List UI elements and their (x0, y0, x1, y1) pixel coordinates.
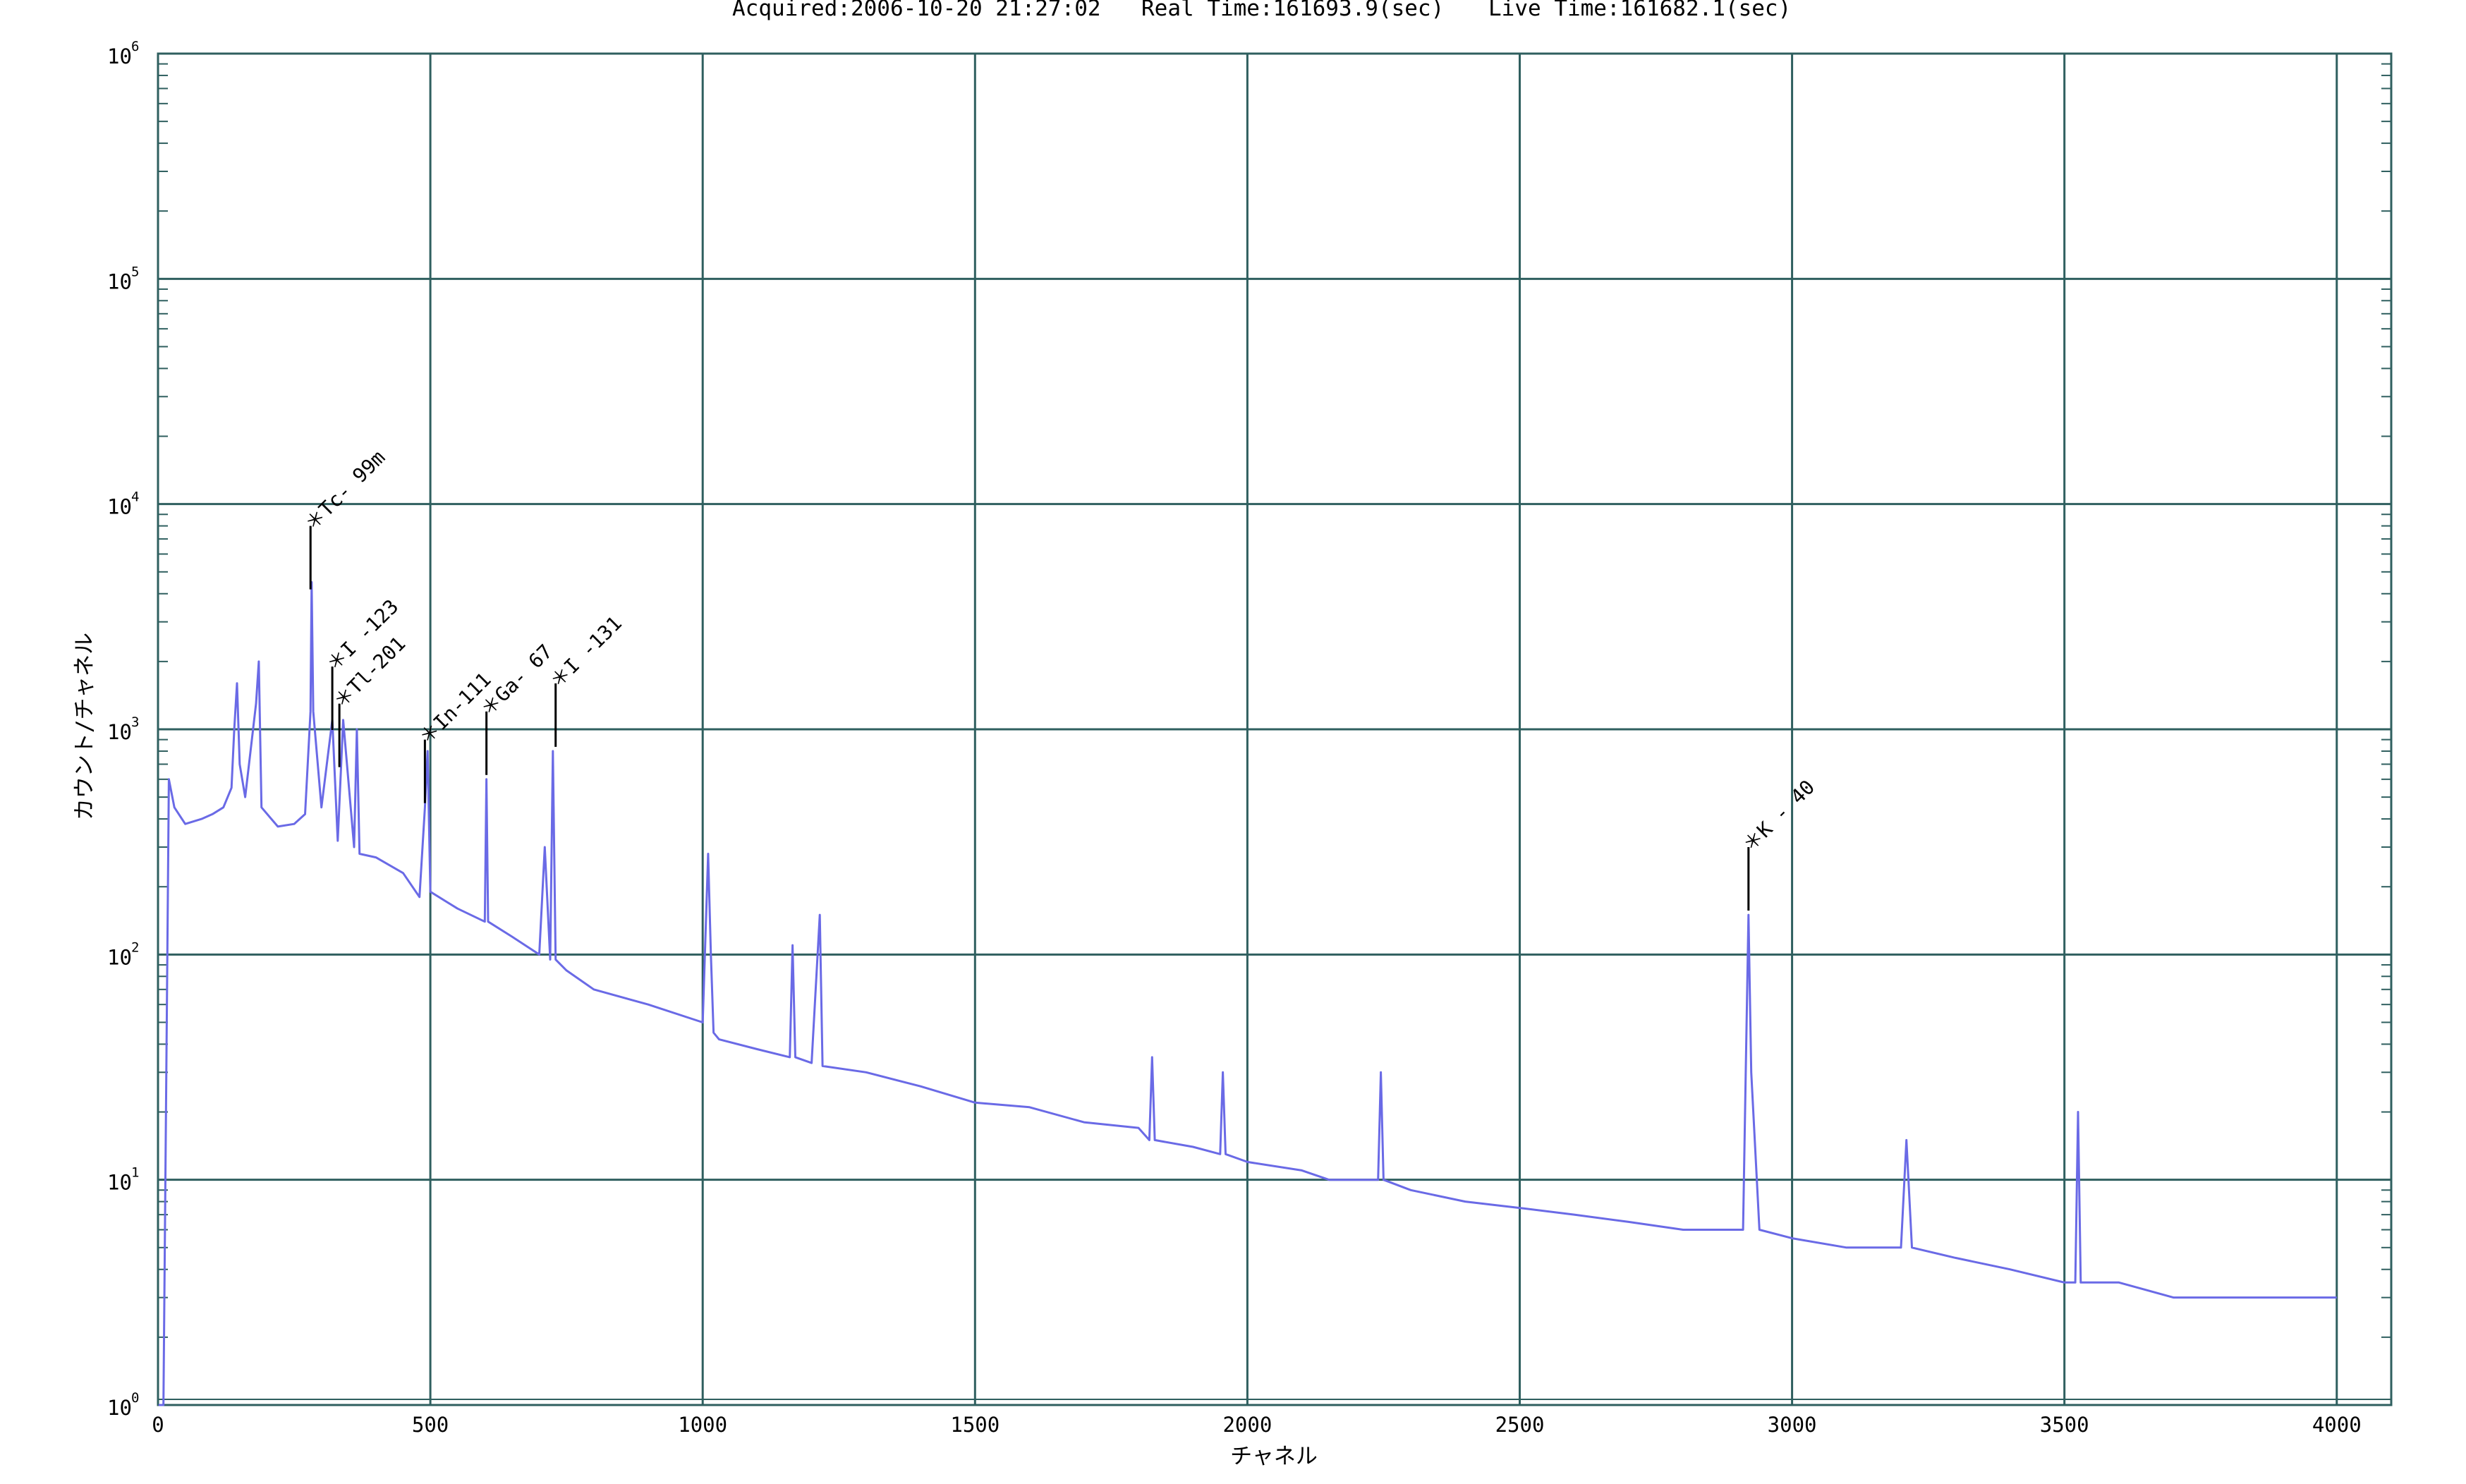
grid (157, 52, 2393, 1406)
live-time-text: Live Time:161682.1(sec) (1488, 0, 1791, 21)
x-tick-label: 2500 (1495, 1413, 1545, 1437)
tick-marks (158, 63, 2391, 1338)
y-tick-label: 10 (107, 44, 132, 68)
x-tick-label: 4000 (2312, 1413, 2362, 1437)
spectrum-line (158, 580, 2337, 1406)
y-tick-exponent: 2 (131, 939, 139, 955)
y-tick-label: 10 (107, 269, 132, 293)
x-tick-label: 3500 (2040, 1413, 2089, 1437)
x-axis-title: チャネル (1230, 1444, 1318, 1469)
x-tick-label: 500 (412, 1413, 449, 1437)
x-tick-label: 3000 (1768, 1413, 1817, 1437)
y-tick-exponent: 1 (131, 1165, 139, 1181)
x-tick-label: 1500 (950, 1413, 1000, 1437)
y-axis-title: カウント/チャネル (72, 633, 97, 820)
y-tick-label: 10 (107, 1396, 132, 1420)
y-tick-label: 10 (107, 720, 132, 744)
x-tick-label: 0 (152, 1413, 164, 1437)
y-tick-exponent: 4 (131, 489, 139, 505)
y-tick-exponent: 6 (131, 39, 139, 54)
x-tick-labels: 0 500 1000 1500 2000 2500 3000 3500 4000 (152, 1413, 2361, 1437)
y-tick-exponent: 0 (131, 1390, 139, 1406)
y-tick-label: 10 (107, 495, 132, 519)
x-tick-label: 1000 (678, 1413, 727, 1437)
x-tick-label: 2000 (1222, 1413, 1272, 1437)
real-time-text: Real Time:161693.9(sec) (1141, 0, 1444, 21)
acquired-text: Acquired:2006-10-20 21:27:02 (732, 0, 1101, 21)
y-tick-label: 10 (107, 1171, 132, 1195)
y-tick-exponent: 3 (131, 714, 139, 730)
spectrum-series (158, 580, 2337, 1406)
y-tick-exponent: 5 (131, 264, 139, 279)
y-tick-label: 10 (107, 945, 132, 969)
